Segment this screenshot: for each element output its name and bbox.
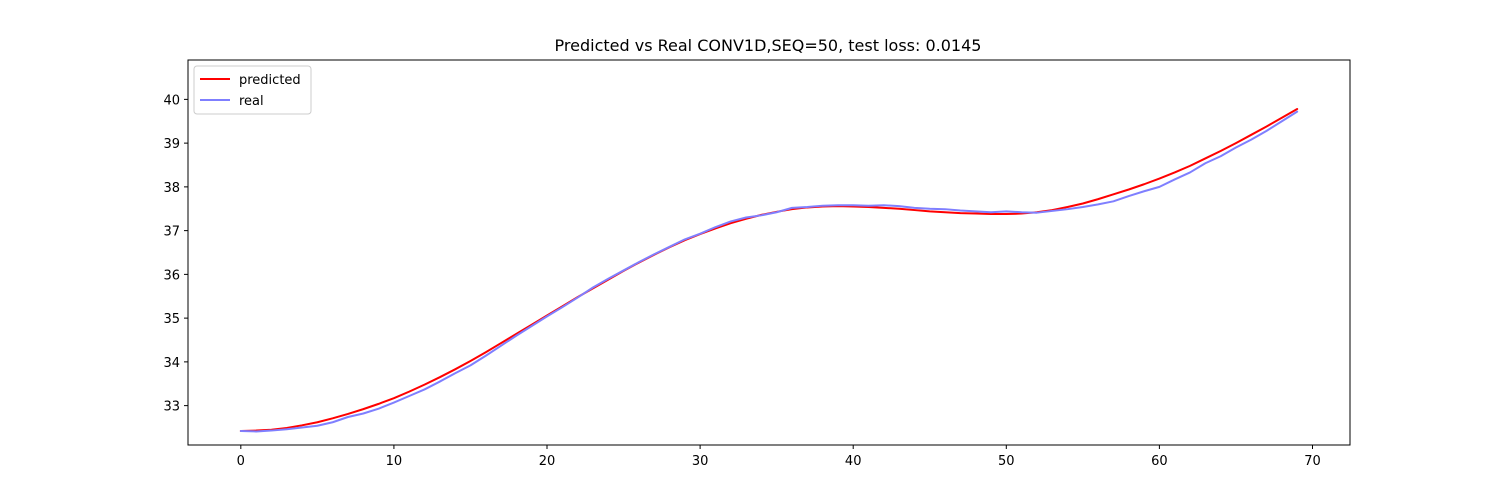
x-tick-label: 0 [237,454,245,469]
y-tick-label: 35 [163,312,180,327]
x-tick-label: 70 [1304,454,1321,469]
x-tick-label: 60 [1151,454,1168,469]
plot-frame [187,59,1351,446]
x-tick-label: 50 [998,454,1015,469]
y-tick-label: 34 [163,356,180,371]
x-tick-label: 40 [845,454,862,469]
y-tick-label: 40 [163,93,180,108]
y-tick-label: 36 [163,268,180,283]
x-tick-label: 10 [386,454,403,469]
y-tick-label: 38 [163,181,180,196]
plot-area [239,108,1299,433]
series-line-real [239,110,1299,433]
legend-label-real: real [239,94,264,109]
legend: predicted real [193,65,312,115]
x-tick-label: 20 [539,454,556,469]
legend-label-predicted: predicted [239,73,301,88]
chart-title: Predicted vs Real CONV1D,SEQ=50, test lo… [555,36,982,55]
x-tick-label: 30 [692,454,709,469]
y-tick-label: 37 [163,225,180,240]
y-tick-label: 33 [163,400,180,415]
axes: 0 10 20 30 40 50 60 70 33 34 35 36 37 38 39 40 [163,59,1351,469]
y-tick-label: 39 [163,137,180,152]
